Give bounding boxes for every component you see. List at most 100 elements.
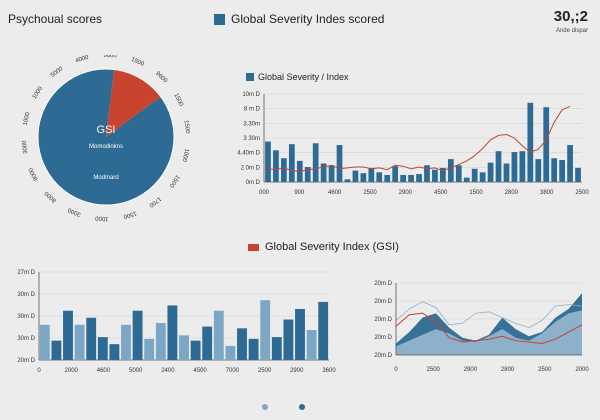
bar — [265, 141, 271, 182]
x-tick-label: 4500 — [434, 190, 448, 196]
bar — [237, 328, 247, 360]
bar — [463, 177, 470, 182]
pagination-dot[interactable] — [262, 404, 268, 410]
x-tick-label: 2400 — [161, 368, 175, 374]
y-tick-label: 2.0m D — [241, 165, 261, 171]
bottom-bar-chart: 27m D 30m D 30m D 30m D 20m D0 2000 4600 5000 24… — [17, 270, 336, 374]
x-tick-label: 5000 — [129, 368, 143, 374]
x-tick-label: 2500 — [575, 190, 589, 196]
bar — [519, 151, 526, 182]
x-tick-label: 4500 — [193, 368, 207, 374]
bar — [312, 143, 319, 182]
legend-swatch-icon — [248, 243, 259, 251]
x-tick-label: 900 — [294, 190, 305, 196]
pie-center-label: GSI — [97, 124, 116, 136]
bar — [271, 337, 282, 360]
bar — [535, 159, 542, 182]
pie-ring-label: 9600 — [154, 71, 168, 85]
y-tick-label: 4.40m D — [237, 151, 260, 157]
pie-ring-label: 5000 — [50, 66, 65, 79]
bar — [281, 158, 287, 182]
pie-inner-label: Momodinkns — [89, 144, 123, 150]
bar — [306, 330, 317, 360]
bar — [360, 173, 367, 182]
x-tick-label: 2900 — [464, 367, 478, 373]
bar — [368, 167, 375, 182]
x-tick-label: 2500 — [258, 368, 272, 374]
bar — [328, 165, 335, 182]
bar — [318, 301, 329, 360]
bar — [440, 167, 446, 182]
main-title: Global Severity Indes scored — [214, 12, 384, 26]
top-bar-title-text: Global Severity / Index — [258, 72, 349, 82]
bar — [283, 319, 294, 360]
x-tick-label: 2500 — [538, 367, 552, 373]
bar — [155, 323, 166, 360]
bar — [455, 165, 462, 182]
bar — [575, 167, 581, 182]
bar — [527, 102, 534, 182]
x-tick-label: 2900 — [399, 190, 413, 196]
donut-chart: GSI Momodinkns Modmard 9600 1500 9600 1500 1500… — [22, 55, 191, 221]
bar — [352, 170, 359, 182]
bar — [51, 340, 62, 360]
x-tick-label: 4600 — [328, 190, 342, 196]
x-tick-label: 1500 — [469, 190, 483, 196]
bar — [225, 345, 236, 360]
bar — [471, 168, 478, 182]
top-bar-chart: 10m D 8 m D 3.30m 3 30m 4.40m D 2.0m D 0m D 000… — [237, 92, 589, 196]
pie-ring-label: 1700 — [147, 195, 162, 208]
bar — [74, 324, 85, 360]
x-tick-label: 000 — [259, 190, 270, 196]
y-tick-label: 20m D — [374, 299, 392, 305]
pie-ring-label: 1500 — [130, 57, 145, 68]
gsi-title-text: Global Severity Index (GSI) — [265, 241, 399, 253]
header-left-label: Psychoual scores — [8, 12, 103, 26]
bar — [121, 324, 131, 360]
x-tick-label: 0 — [37, 368, 41, 374]
x-tick-label: 4600 — [97, 368, 111, 374]
pie-ring-label: 3000 — [67, 206, 82, 217]
y-tick-label: 20m D — [374, 281, 392, 287]
bar — [543, 107, 550, 182]
x-tick-label: 7000 — [226, 368, 240, 374]
bar — [273, 150, 279, 182]
bar — [503, 163, 510, 182]
legend-swatch-icon — [214, 13, 225, 25]
x-tick-label: 2000 — [65, 368, 79, 374]
y-tick-label: 30m D — [17, 292, 35, 298]
pie-inner-label: Modmard — [93, 175, 118, 181]
pie-ring-label: 1000 — [32, 85, 45, 100]
y-tick-label: 27m D — [17, 270, 35, 276]
top-bar-title: Global Severity / Index — [246, 72, 349, 82]
pie-ring-label: 1000 — [180, 148, 189, 163]
bar — [213, 310, 224, 360]
bar — [487, 162, 494, 182]
x-tick-label: 2000 — [575, 367, 589, 373]
pie-ring-label: 1500 — [183, 120, 191, 135]
bar — [567, 145, 573, 182]
y-tick-label: 3 30m — [243, 136, 260, 142]
bar — [559, 160, 565, 182]
bar — [511, 152, 518, 182]
bar — [376, 172, 383, 182]
pie-ring-label: 9600 — [103, 55, 117, 59]
bar — [392, 166, 399, 182]
bar — [432, 169, 438, 182]
pie-ring-label: 1500 — [168, 174, 181, 189]
pie-outline — [37, 68, 175, 206]
area-chart: 20m D 20m D 20m D 20m D 20m D 0 2500 2900 2800 25… — [374, 281, 589, 373]
y-tick-label: 3.30m — [243, 121, 260, 127]
bar — [320, 163, 327, 182]
pie-ring-label: 8000 — [28, 166, 40, 181]
main-title-text: Global Severity Indes scored — [231, 12, 385, 26]
pie-ring-label: 4000 — [75, 55, 90, 64]
bar — [408, 174, 414, 182]
pagination-dot-active[interactable] — [299, 404, 305, 410]
x-tick-label: 3600 — [322, 368, 336, 374]
bar — [479, 172, 486, 182]
header-value-sub: Ande dispar — [555, 28, 588, 34]
bar — [248, 338, 259, 360]
bar — [109, 344, 120, 360]
y-tick-label: 0m D — [246, 180, 261, 186]
